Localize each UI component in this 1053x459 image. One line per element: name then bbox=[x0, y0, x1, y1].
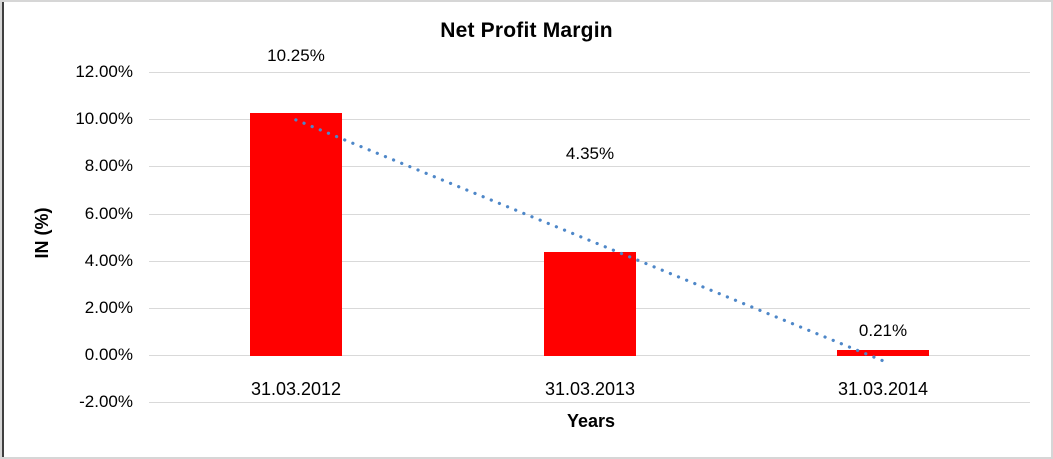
bar-data-label: 0.21% bbox=[858, 321, 908, 340]
bar bbox=[837, 350, 929, 356]
x-axis-title: Years bbox=[566, 411, 616, 431]
y-tick-label: 10.00% bbox=[75, 109, 133, 128]
x-tick-label: 31.03.2013 bbox=[544, 379, 636, 399]
y-tick-label: -2.00% bbox=[79, 392, 133, 411]
x-tick-label: 31.03.2012 bbox=[250, 379, 342, 399]
bar-data-label: 10.25% bbox=[267, 46, 325, 65]
y-tick-label: 2.00% bbox=[84, 298, 133, 317]
y-tick-label: 12.00% bbox=[75, 62, 133, 81]
gridline bbox=[149, 72, 1030, 73]
y-tick-label: 4.00% bbox=[84, 251, 133, 270]
chart-title: Net Profit Margin bbox=[440, 19, 613, 42]
x-tick-label: 31.03.2014 bbox=[837, 379, 929, 399]
y-tick-label: 0.00% bbox=[84, 345, 133, 364]
bar bbox=[544, 252, 636, 356]
bar-data-label: 4.35% bbox=[565, 144, 615, 163]
bar bbox=[250, 113, 342, 356]
y-tick-label: 6.00% bbox=[84, 204, 133, 223]
y-tick-label: 8.00% bbox=[84, 156, 133, 175]
gridline bbox=[149, 402, 1030, 403]
